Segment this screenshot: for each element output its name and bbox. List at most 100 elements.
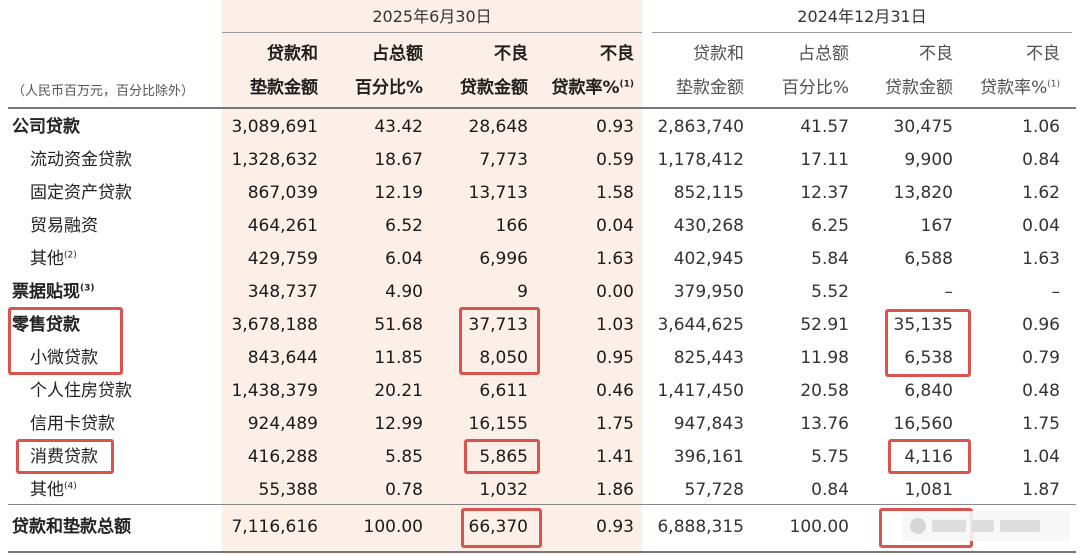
col-header-current-npl-amount-text: 贷款金额 bbox=[460, 78, 528, 98]
unit-note: （人民币百万元，百分比除外） bbox=[12, 84, 195, 99]
period-rule-previous bbox=[652, 32, 1072, 33]
watermark-logo-icon bbox=[910, 518, 926, 534]
cell-previous-share: 13.76 bbox=[800, 414, 849, 434]
cell-previous-share: 52.91 bbox=[800, 315, 849, 335]
col-header-current-amount-text: 垫款金额 bbox=[250, 78, 318, 98]
cell-previous-npl-amount: 1,081 bbox=[904, 480, 953, 500]
cell-current-npl-amount: 7,773 bbox=[479, 150, 528, 170]
cell-current-npl-amount: 8,050 bbox=[479, 348, 528, 368]
watermark-bar bbox=[972, 520, 994, 532]
table-row: 公司贷款 3,089,691 43.42 28,648 0.93 2,863,740 41.… bbox=[0, 111, 1084, 144]
cell-previous-npl-rate: 0.84 bbox=[1022, 150, 1060, 170]
cell-previous-amount: 947,843 bbox=[673, 414, 744, 434]
row-label: 消费贷款 bbox=[30, 441, 98, 474]
cell-current-share: 20.21 bbox=[374, 381, 423, 401]
cell-current-npl-rate: 1.41 bbox=[596, 447, 634, 467]
table-row: 其他(2) 429,759 6.04 6,996 1.63 402,945 5.84 6,58… bbox=[0, 243, 1084, 276]
cell-previous-npl-amount: 4,116 bbox=[904, 447, 953, 467]
cell-current-amount: 416,288 bbox=[247, 447, 318, 467]
cell-previous-npl-rate: 0.79 bbox=[1022, 348, 1060, 368]
cell-current-amount: 55,388 bbox=[258, 480, 318, 500]
cell-previous-share: 41.57 bbox=[800, 117, 849, 137]
cell-previous-amount: 430,268 bbox=[673, 216, 744, 236]
watermark-bar bbox=[1000, 520, 1040, 532]
col-header-previous-npl-rate-line1: 不良 bbox=[1026, 44, 1060, 64]
cell-current-npl-rate: 0.95 bbox=[596, 348, 634, 368]
col-header-previous-npl-rate-line2: 贷款率%(1) bbox=[960, 78, 1060, 98]
cell-previous-npl-amount: 35,135 bbox=[893, 315, 953, 335]
header-rule bbox=[8, 107, 1076, 109]
col-header-current-npl-rate-line2: 贷款率%(1) bbox=[534, 78, 634, 98]
col-header-current-npl-rate-text: 贷款率% bbox=[551, 78, 620, 98]
cell-previous-share: 0.84 bbox=[811, 480, 849, 500]
cell-current-amount: 7,116,616 bbox=[231, 517, 318, 537]
cell-current-share: 43.42 bbox=[374, 117, 423, 137]
col-header-previous-npl-rate-footnote: (1) bbox=[1047, 79, 1060, 90]
cell-previous-amount: 402,945 bbox=[673, 249, 744, 269]
watermark-bar bbox=[932, 520, 966, 532]
col-header-previous-npl-amount-line1: 不良 bbox=[919, 44, 953, 64]
cell-current-amount: 3,678,188 bbox=[231, 315, 318, 335]
cell-current-share: 12.99 bbox=[374, 414, 423, 434]
row-label-text: 公司贷款 bbox=[12, 117, 80, 137]
row-label-footnote: (3) bbox=[80, 283, 95, 294]
cell-current-npl-amount: 9 bbox=[517, 282, 528, 302]
cell-current-share: 51.68 bbox=[374, 315, 423, 335]
cell-current-npl-rate: 0.59 bbox=[596, 150, 634, 170]
cell-current-amount: 843,644 bbox=[247, 348, 318, 368]
cell-current-amount: 924,489 bbox=[247, 414, 318, 434]
table-row: 票据贴现(3) 348,737 4.90 9 0.00 379,950 5.52 – – bbox=[0, 276, 1084, 309]
cell-current-share: 0.78 bbox=[385, 480, 423, 500]
cell-current-amount: 1,328,632 bbox=[231, 150, 318, 170]
cell-previous-share: 5.75 bbox=[811, 447, 849, 467]
cell-previous-npl-rate: 1.63 bbox=[1022, 249, 1060, 269]
col-header-current-amount-line1: 贷款和 bbox=[267, 44, 318, 64]
period-rule-current bbox=[222, 32, 642, 33]
cell-previous-amount: 57,728 bbox=[684, 480, 744, 500]
col-header-previous-share-line1: 占总额 bbox=[798, 44, 849, 64]
col-header-previous-npl-amount-line2: 贷款金额 bbox=[853, 78, 953, 98]
current-period-shading bbox=[222, 0, 642, 554]
row-label-text: 固定资产贷款 bbox=[30, 183, 132, 203]
cell-previous-share: 11.98 bbox=[800, 348, 849, 368]
table-row: 消费贷款 416,288 5.85 5,865 1.41 396,161 5.75 4,116… bbox=[0, 441, 1084, 474]
row-label-text: 个人住房贷款 bbox=[30, 381, 132, 401]
row-label: 其他(4) bbox=[30, 474, 77, 507]
cell-current-amount: 867,039 bbox=[247, 183, 318, 203]
cell-current-amount: 348,737 bbox=[247, 282, 318, 302]
watermark bbox=[902, 511, 1070, 541]
cell-previous-npl-rate: – bbox=[1051, 282, 1061, 302]
cell-previous-npl-amount: 30,475 bbox=[893, 117, 953, 137]
row-label-footnote: (2) bbox=[64, 250, 77, 261]
cell-current-npl-rate: 1.63 bbox=[596, 249, 634, 269]
row-label: 公司贷款 bbox=[12, 111, 80, 144]
cell-current-share: 6.04 bbox=[385, 249, 423, 269]
cell-previous-npl-amount: 6,588 bbox=[904, 249, 953, 269]
col-header-previous-amount-text: 垫款金额 bbox=[676, 78, 744, 98]
col-header-current-npl-amount-line2: 贷款金额 bbox=[428, 78, 528, 98]
table-row: 小微贷款 843,644 11.85 8,050 0.95 825,443 11.98 6,5… bbox=[0, 342, 1084, 375]
cell-previous-amount: 2,863,740 bbox=[657, 117, 744, 137]
cell-previous-share: 6.25 bbox=[811, 216, 849, 236]
cell-current-share: 11.85 bbox=[374, 348, 423, 368]
col-header-previous-share-text: 百分比% bbox=[781, 78, 849, 98]
cell-previous-share: 5.52 bbox=[811, 282, 849, 302]
col-header-current-amount-line2: 垫款金额 bbox=[218, 78, 318, 98]
cell-previous-npl-rate: 0.48 bbox=[1022, 381, 1060, 401]
table-row: 流动资金贷款 1,328,632 18.67 7,773 0.59 1,178,412 17… bbox=[0, 144, 1084, 177]
cell-previous-share: 20.58 bbox=[800, 381, 849, 401]
col-header-previous-amount-line1: 贷款和 bbox=[693, 44, 744, 64]
cell-previous-share: 17.11 bbox=[800, 150, 849, 170]
table-row: 其他(4) 55,388 0.78 1,032 1.86 57,728 0.84 1,081 1… bbox=[0, 474, 1084, 507]
cell-current-npl-rate: 1.86 bbox=[596, 480, 634, 500]
row-label: 贷款和垫款总额 bbox=[12, 511, 131, 544]
table-row: 贷款和垫款总额 7,116,616 100.00 66,370 0.93 6,888,31… bbox=[0, 511, 1084, 544]
total-rule-top bbox=[8, 504, 1076, 505]
cell-current-npl-amount: 6,996 bbox=[479, 249, 528, 269]
cell-current-npl-amount: 5,865 bbox=[479, 447, 528, 467]
row-label: 贸易融资 bbox=[30, 210, 98, 243]
highlight-box-retail-npl-previous bbox=[885, 309, 971, 377]
cell-current-npl-amount: 13,713 bbox=[468, 183, 528, 203]
col-header-current-share-line1: 占总额 bbox=[372, 44, 423, 64]
cell-previous-npl-amount: – bbox=[944, 282, 954, 302]
